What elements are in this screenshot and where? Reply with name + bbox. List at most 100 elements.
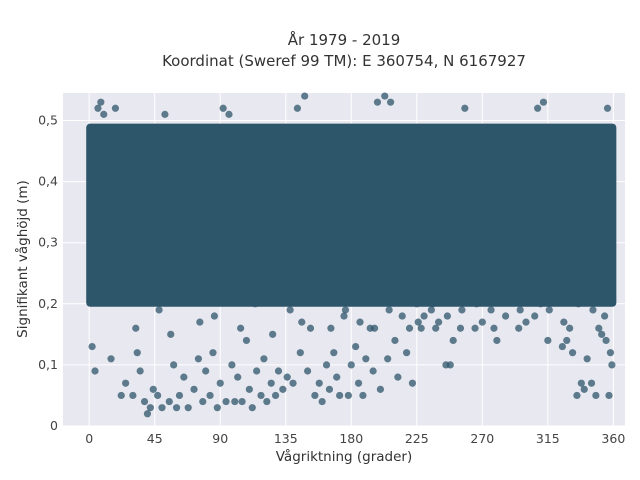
data-point <box>219 104 227 112</box>
data-point <box>548 294 556 302</box>
data-point <box>286 306 294 314</box>
data-point <box>94 104 102 112</box>
data-point <box>376 385 384 393</box>
data-point <box>225 110 233 118</box>
data-point <box>210 312 219 320</box>
data-point <box>605 391 613 400</box>
y-tick-label: 0,1 <box>38 357 58 372</box>
data-point <box>301 92 309 100</box>
data-point <box>117 391 125 400</box>
data-point <box>184 404 192 412</box>
y-tick-labels: 0 0,1 0,2 0,3 0,4 0,5 <box>38 112 58 433</box>
dense-band <box>86 123 617 307</box>
data-point <box>583 355 591 363</box>
data-point <box>222 397 230 406</box>
data-point <box>529 294 537 302</box>
data-point <box>352 342 360 351</box>
data-point <box>327 324 335 332</box>
data-point <box>417 324 425 332</box>
data-point <box>601 312 609 320</box>
data-point <box>580 385 588 393</box>
data-point <box>315 379 323 387</box>
data-point <box>311 391 319 400</box>
x-tick-label: 270 <box>470 431 494 446</box>
data-point <box>400 294 408 302</box>
data-point <box>196 318 204 326</box>
y-tick-label: 0,4 <box>38 174 58 189</box>
data-point <box>443 312 451 320</box>
data-point <box>172 404 181 412</box>
data-point <box>539 98 548 106</box>
data-point <box>502 312 510 320</box>
data-point <box>558 342 566 351</box>
data-point <box>271 391 280 400</box>
x-tick-label: 135 <box>274 431 298 446</box>
data-point <box>167 330 175 338</box>
data-point <box>458 306 466 314</box>
data-point <box>274 367 283 375</box>
data-point <box>359 391 367 400</box>
data-point <box>293 104 302 112</box>
data-point <box>206 391 214 400</box>
data-point <box>257 391 265 400</box>
data-point <box>536 300 545 308</box>
data-point <box>216 379 224 387</box>
data-point <box>237 324 245 332</box>
data-point <box>298 318 306 326</box>
data-point <box>472 300 481 308</box>
data-point <box>283 373 291 381</box>
y-tick-label: 0,3 <box>38 235 58 250</box>
x-tick-label: 360 <box>601 431 625 446</box>
y-tick-label: 0,5 <box>38 112 58 127</box>
data-point <box>545 306 553 314</box>
data-point <box>260 355 268 363</box>
data-point <box>187 257 195 265</box>
data-point <box>336 391 344 400</box>
data-point <box>471 324 479 332</box>
data-point <box>234 373 242 381</box>
data-point <box>516 306 524 314</box>
data-point <box>170 361 178 369</box>
data-point <box>325 385 334 393</box>
data-points <box>88 92 616 418</box>
data-point <box>531 312 539 320</box>
x-tick-label: 180 <box>339 431 363 446</box>
data-point <box>202 367 210 375</box>
y-tick-label: 0 <box>50 418 58 433</box>
data-point <box>384 355 392 363</box>
data-point <box>606 349 615 357</box>
data-point <box>306 324 315 332</box>
chart-title-line1: År 1979 - 2019 <box>288 30 401 49</box>
data-point <box>560 318 568 326</box>
data-point <box>608 361 616 369</box>
data-point <box>398 312 406 320</box>
data-point <box>370 324 379 332</box>
data-point <box>238 397 246 406</box>
data-point <box>394 373 402 381</box>
data-point <box>464 294 472 302</box>
data-point <box>568 349 577 357</box>
data-point <box>253 367 261 375</box>
data-point <box>161 110 169 118</box>
data-point <box>279 385 287 393</box>
data-point <box>534 104 542 112</box>
data-point <box>269 330 277 338</box>
data-point <box>180 373 188 381</box>
data-point <box>566 324 574 332</box>
data-point <box>456 324 465 332</box>
x-tick-label: 225 <box>405 431 429 446</box>
data-point <box>432 324 440 332</box>
data-point <box>245 385 253 393</box>
data-point <box>267 379 275 387</box>
data-point <box>381 92 389 100</box>
data-point <box>391 336 399 345</box>
data-point <box>515 324 523 332</box>
data-point <box>587 379 596 387</box>
data-point <box>251 300 259 308</box>
data-point <box>136 367 144 375</box>
data-point <box>544 336 552 345</box>
data-point <box>133 349 141 357</box>
data-point <box>194 355 203 363</box>
data-point <box>356 318 364 326</box>
